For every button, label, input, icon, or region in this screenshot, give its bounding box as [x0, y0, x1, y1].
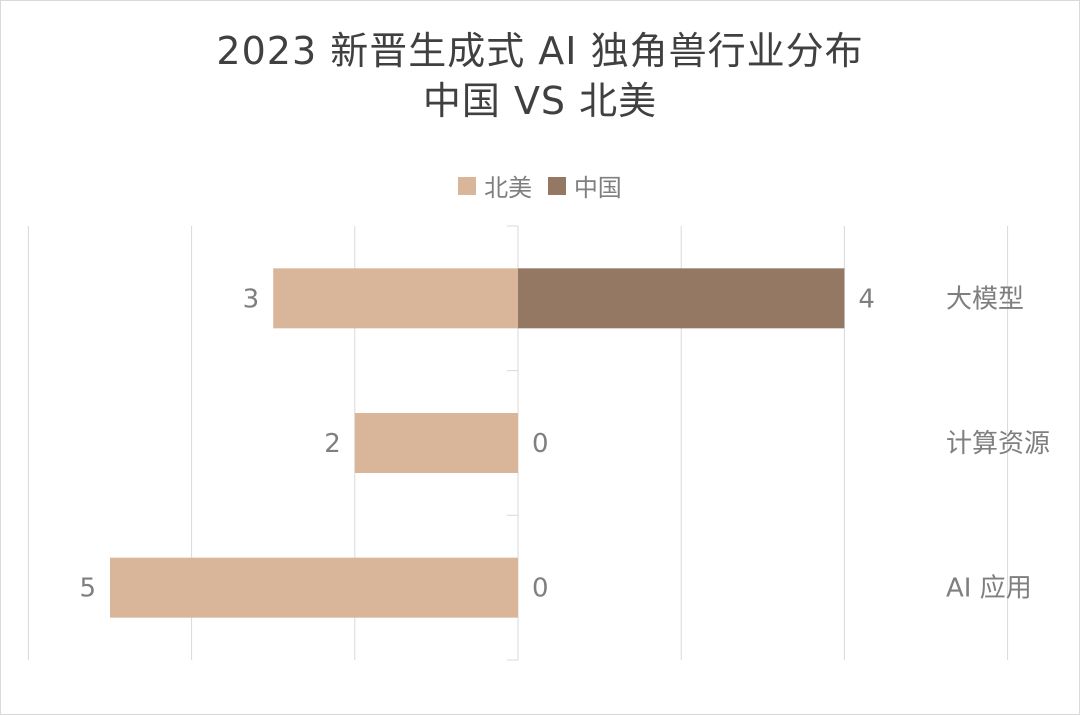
chart-legend: 北美 中国: [0, 168, 1080, 203]
legend-item-north-america: 北美: [458, 168, 532, 203]
data-label-china: 4: [858, 284, 875, 314]
chart-title-block: 2023 新晋生成式 AI 独角兽行业分布 中国 VS 北美: [0, 26, 1080, 126]
data-label-north-america: 3: [243, 284, 260, 314]
data-label-china: 0: [532, 574, 549, 604]
data-label-north-america: 2: [324, 429, 341, 459]
legend-swatch-china: [547, 176, 566, 195]
category-label: 大模型: [946, 284, 1024, 314]
chart-title: 2023 新晋生成式 AI 独角兽行业分布: [216, 29, 864, 73]
chart-subtitle: 中国 VS 北美: [422, 79, 658, 123]
category-label: AI 应用: [946, 574, 1032, 604]
bar-china: [518, 268, 845, 329]
legend-label-north-america: 北美: [484, 174, 533, 202]
data-label-china: 0: [532, 429, 549, 459]
legend-item-china: 中国: [547, 168, 622, 203]
legend-swatch-north-america: [458, 176, 477, 195]
bar-north-america: [110, 557, 518, 618]
data-label-north-america: 5: [79, 574, 96, 604]
category-label: 计算资源: [946, 429, 1050, 459]
bar-north-america: [273, 268, 518, 329]
legend-label-china: 中国: [573, 174, 622, 202]
bar-north-america: [354, 413, 518, 473]
